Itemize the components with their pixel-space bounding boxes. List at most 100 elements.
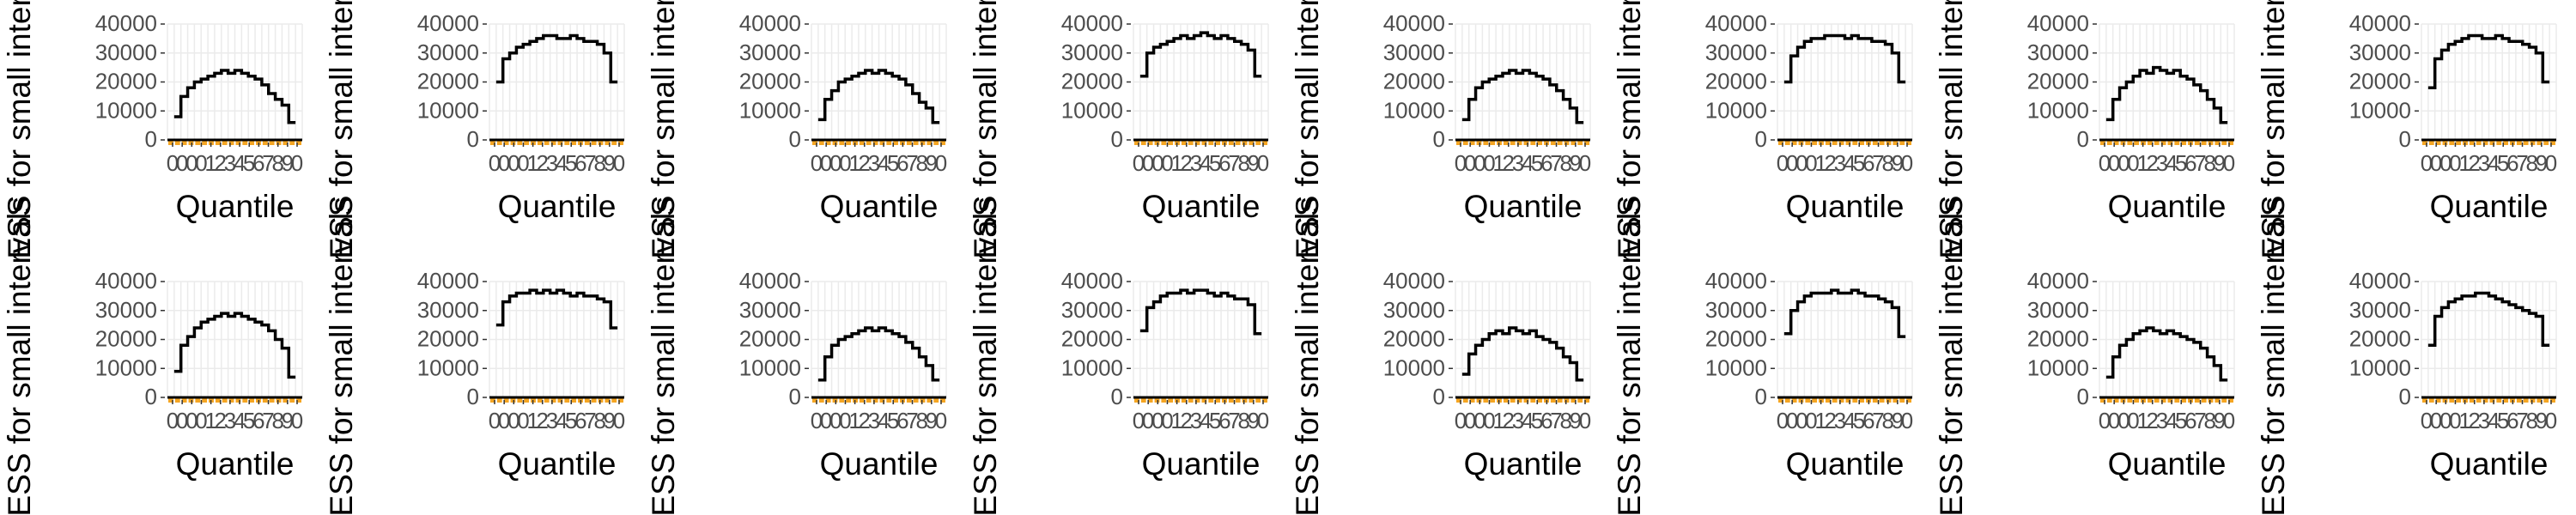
ess-bar <box>1147 396 1153 403</box>
ess-bar <box>2442 138 2448 145</box>
y-axis-title: ESS for small intervals <box>324 0 359 259</box>
ess-bar <box>537 396 543 403</box>
x-tick-label: 5 <box>1531 408 1543 433</box>
ess-bar <box>2550 138 2555 145</box>
x-tick-label: 2 <box>2147 408 2159 433</box>
x-tick-label: 0 <box>176 408 188 433</box>
x-tick-label: 0 <box>1901 408 1913 433</box>
x-tick-label: 3 <box>1190 408 1202 433</box>
y-axis-title: ESS for small intervals <box>646 197 681 515</box>
x-tick-label: 0 <box>1161 408 1173 433</box>
ess-bar <box>1483 138 1489 145</box>
x-tick-label: 0 <box>2117 150 2129 176</box>
x-tick-label: 2 <box>2147 150 2159 176</box>
x-tick-label: 0 <box>498 408 510 433</box>
ess-bar <box>2100 138 2105 145</box>
ess-bar <box>2449 396 2455 403</box>
x-tick-label: 5 <box>1209 150 1221 176</box>
y-tick-label: 0 <box>1111 384 1123 409</box>
chart-svg: 01000020000300004000000001234567890Quant… <box>2256 0 2557 259</box>
ess-bar <box>2181 396 2187 403</box>
ess-bar <box>209 396 214 403</box>
ess-bar <box>557 396 563 403</box>
ess-bar <box>839 396 845 403</box>
ess-bar <box>2181 138 2187 145</box>
chart-panel: 0 10000 20000 30000 40000 0 0 0 0 1 2 3 4 5 6 7 8 9 0 Quant… <box>1610 197 1932 515</box>
ess-bar <box>2228 396 2233 403</box>
x-tick-label: 0 <box>2421 408 2433 433</box>
ess-bar <box>591 138 597 145</box>
ess-bar <box>1497 138 1502 145</box>
x-tick-label: 4 <box>878 408 890 433</box>
x-tick-label: 5 <box>1531 150 1543 176</box>
ess-bar <box>598 138 604 145</box>
ess-bar <box>2100 396 2105 403</box>
y-tick-label: 30000 <box>2349 39 2411 65</box>
ess-bar <box>228 138 234 145</box>
ess-bar <box>1476 138 1482 145</box>
ess-stair-line <box>1139 288 1262 336</box>
x-tick-label: 3 <box>1512 408 1524 433</box>
ess-stair-line <box>2105 326 2228 382</box>
x-tick-label: 9 <box>2536 408 2548 433</box>
x-tick-label: 4 <box>1844 150 1856 176</box>
x-tick-label: 0 <box>2223 150 2235 176</box>
ess-bar <box>1845 396 1851 403</box>
x-tick-label: 1 <box>1492 150 1504 176</box>
x-tick-label: 7 <box>1228 408 1240 433</box>
ess-bar <box>1784 396 1790 403</box>
chart-svg: 01000020000300004000000001234567890Quant… <box>1612 0 1913 259</box>
y-tick-label: 0 <box>2399 384 2411 409</box>
x-tick-label: 2 <box>1825 150 1837 176</box>
x-tick-label: 7 <box>262 408 274 433</box>
ess-bar <box>2221 396 2227 403</box>
y-tick-label: 20000 <box>95 69 157 94</box>
x-tick-label: 3 <box>224 408 236 433</box>
x-tick-label: 0 <box>1483 150 1495 176</box>
y-axis-title: ESS for small intervals <box>1612 0 1647 259</box>
ess-bar <box>2134 138 2140 145</box>
ess-bar <box>598 396 604 403</box>
x-tick-label: 4 <box>2488 408 2500 433</box>
ess-bar <box>1228 138 1234 145</box>
ess-bar <box>1235 138 1241 145</box>
ess-stair-line <box>1783 288 1906 338</box>
ess-bar <box>202 396 208 403</box>
x-tick-label: 4 <box>234 150 246 176</box>
x-tick-label: 0 <box>507 408 519 433</box>
ess-bar <box>510 396 516 403</box>
chart-panel: 0 10000 20000 30000 40000 0 0 0 0 1 2 3 4 5 6 7 8 9 0 Quant… <box>1288 197 1610 515</box>
x-tick-label: 1 <box>526 408 538 433</box>
x-tick-label: 3 <box>2156 150 2168 176</box>
y-axis-title: ESS for small intervals <box>324 197 359 515</box>
ess-bar <box>872 396 878 403</box>
y-tick-label: 30000 <box>739 297 801 323</box>
x-tick-label: 7 <box>2194 150 2206 176</box>
ess-bar <box>2160 138 2166 145</box>
y-tick-label: 0 <box>2399 126 2411 152</box>
x-tick-label: 0 <box>839 408 851 433</box>
x-tick-label: 5 <box>2175 150 2187 176</box>
y-axis-title: ESS for small intervals <box>1934 197 1969 515</box>
x-tick-label: 0 <box>291 150 303 176</box>
ess-bar <box>1194 396 1200 403</box>
ess-bar <box>1168 138 1174 145</box>
y-axis-title: ESS for small intervals <box>1612 197 1647 515</box>
ess-bar <box>913 396 919 403</box>
y-axis-title: ESS for small intervals <box>968 0 1003 259</box>
x-tick-label: 8 <box>1237 150 1249 176</box>
chart-panel: 0 10000 20000 30000 40000 0 0 0 0 1 2 3 4 5 6 7 8 9 0 Quant… <box>644 197 966 515</box>
ess-bar <box>222 396 228 403</box>
y-tick-label: 40000 <box>95 268 157 294</box>
x-tick-label: 0 <box>507 150 519 176</box>
ess-bar <box>1845 138 1851 145</box>
x-tick-label: 9 <box>926 408 938 433</box>
y-tick-label: 40000 <box>1061 268 1123 294</box>
ess-bar <box>2489 138 2495 145</box>
x-tick-label: 0 <box>1579 150 1591 176</box>
x-tick-label: 0 <box>2430 150 2442 176</box>
x-tick-label: 6 <box>1540 150 1552 176</box>
ess-bar <box>2134 396 2140 403</box>
ess-bar <box>1778 396 1783 403</box>
x-tick-label: 8 <box>593 408 605 433</box>
